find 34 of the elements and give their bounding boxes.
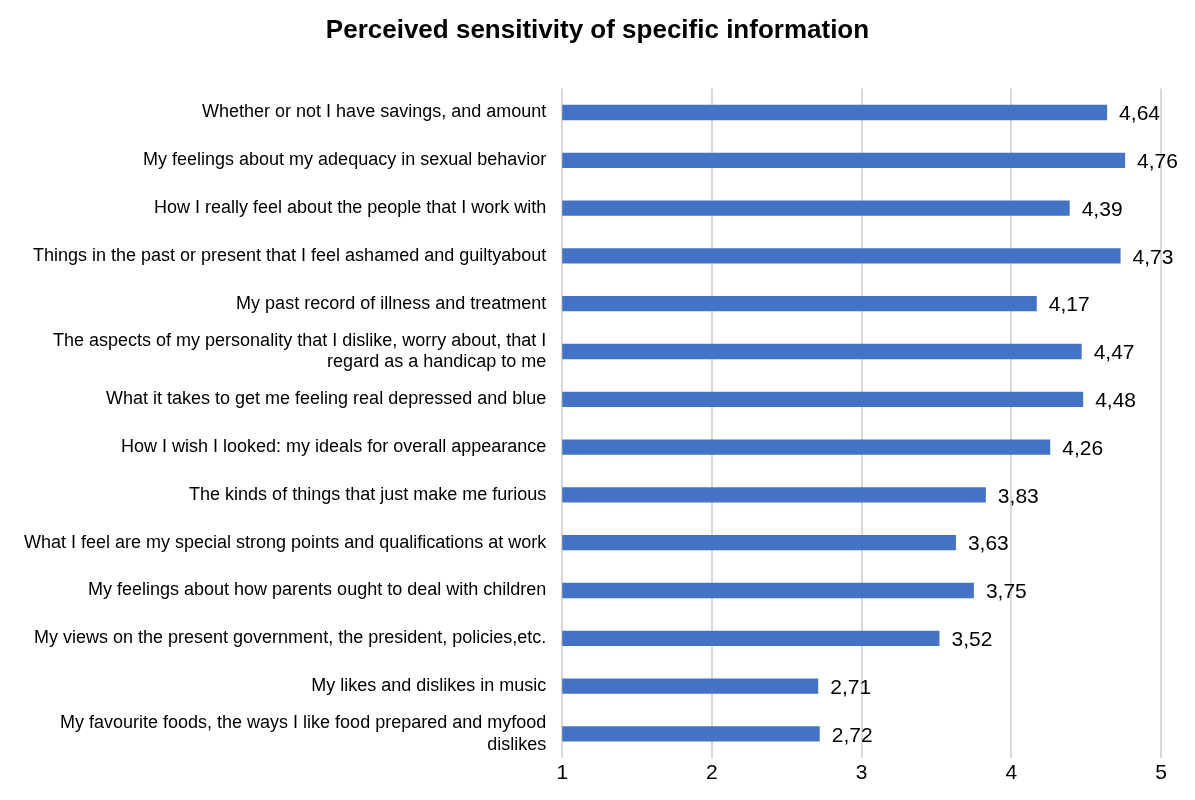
data-label: 3,52 [951, 627, 993, 651]
data-label: 4,76 [1137, 149, 1178, 173]
data-label: 2,71 [830, 674, 872, 698]
x-tick-label: 5 [1155, 760, 1167, 784]
y-tick-label: My likes and dislikes in music [311, 675, 547, 696]
x-tick-label: 4 [1005, 760, 1018, 784]
y-tick-label: How I really feel about the people that I work with [154, 197, 547, 218]
y-tick-label: My favourite foods, the ways I like food prepared and myfood dislikes [59, 712, 547, 754]
y-tick-label: My past record of illness and treatment [236, 292, 547, 313]
data-label: 4,39 [1081, 196, 1123, 220]
y-tick-label: Whether or not I have savings, and amount [202, 101, 547, 122]
y-tick-label: How I wish I looked: my ideals for overall appearance [121, 436, 547, 457]
data-label: 4,48 [1095, 388, 1137, 412]
data-label: 4,73 [1132, 244, 1174, 268]
y-tick-label: What it takes to get me feeling real depressed and blue [105, 388, 547, 409]
y-tick-label: My views on the present government, the president, policies,etc. [33, 627, 547, 648]
data-label: 3,75 [985, 579, 1027, 603]
x-tick-label: 2 [706, 760, 718, 784]
data-label: 4,26 [1062, 435, 1104, 459]
y-tick-label: Things in the past or present that I feel ashamed and guiltyabout [32, 244, 547, 265]
y-tick-label: The aspects of my personality that I dislike, worry about, that I regard as a handicap to me [53, 329, 547, 372]
chart-title: Perceived sensitivity of specific information [324, 14, 871, 45]
data-label: 2,72 [831, 722, 873, 746]
y-tick-label: What I feel are my special strong points and qualifications at work [23, 531, 548, 552]
y-tick-label: My feelings about how parents ought to deal with children [87, 579, 547, 600]
y-tick-label: The kinds of things that just make me furious [189, 483, 547, 504]
x-tick-label: 1 [556, 760, 569, 784]
data-label: 4,64 [1119, 101, 1161, 125]
y-tick-label: My feelings about my adequacy in sexual behavior [143, 149, 547, 170]
data-label: 4,47 [1093, 340, 1135, 364]
data-label: 3,63 [967, 531, 1009, 555]
data-label: 3,83 [997, 483, 1039, 507]
data-label: 4,17 [1048, 292, 1090, 316]
x-tick-label: 3 [855, 760, 868, 784]
